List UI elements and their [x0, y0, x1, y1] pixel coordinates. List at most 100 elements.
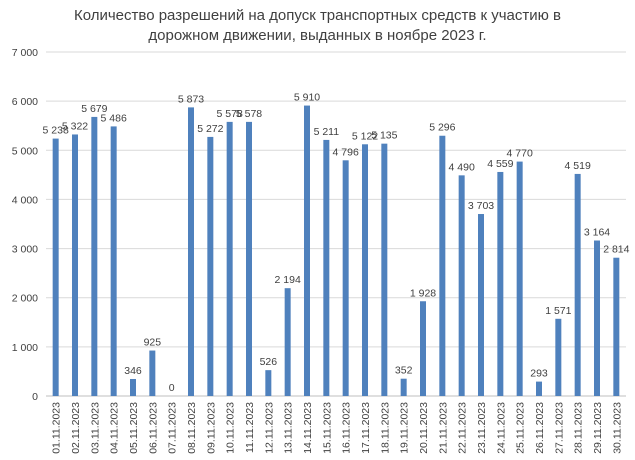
data-label: 1 928 [410, 287, 436, 299]
x-tick-label: 13.11.2023 [283, 402, 295, 454]
data-label: 4 559 [487, 158, 513, 170]
bar [188, 107, 194, 396]
data-label: 5 910 [294, 92, 320, 104]
y-tick-label: 4 000 [12, 194, 38, 206]
bar [400, 378, 407, 396]
data-label: 4 490 [449, 161, 475, 173]
x-tick-label: 26.11.2023 [534, 402, 546, 454]
x-tick-label: 16.11.2023 [341, 402, 353, 454]
x-tick-label: 08.11.2023 [186, 402, 198, 454]
bar [130, 378, 136, 396]
data-label: 526 [260, 356, 278, 368]
bar [91, 116, 98, 396]
x-tick-label: 24.11.2023 [495, 402, 507, 454]
bar [613, 257, 620, 396]
data-label: 293 [530, 368, 548, 380]
x-tick-label: 01.11.2023 [51, 402, 63, 454]
data-label: 5 238 [43, 125, 69, 137]
data-label: 5 578 [236, 108, 262, 120]
x-tick-label: 30.11.2023 [611, 402, 623, 454]
bar [284, 288, 291, 396]
data-label: 4 796 [333, 146, 359, 158]
data-label: 2 194 [275, 274, 301, 286]
x-tick-label: 11.11.2023 [244, 402, 256, 453]
bar [555, 318, 562, 396]
data-label: 5 135 [371, 130, 397, 142]
x-tick-label: 19.11.2023 [399, 402, 411, 454]
bar [207, 136, 214, 396]
bar [536, 381, 542, 396]
data-label: 5 679 [81, 103, 107, 115]
x-tick-label: 18.11.2023 [379, 402, 391, 454]
y-tick-label: 7 000 [12, 47, 38, 59]
x-tick-label: 23.11.2023 [476, 402, 488, 454]
data-label: 5 211 [314, 126, 340, 138]
data-label: 346 [124, 365, 142, 377]
bar [362, 144, 368, 396]
y-tick-label: 0 [32, 391, 38, 403]
x-tick-label: 17.11.2023 [360, 402, 372, 454]
x-tick-label: 14.11.2023 [302, 402, 314, 454]
chart-title: Количество разрешений на допуск транспор… [0, 6, 635, 46]
data-label: 0 [169, 382, 175, 394]
bar [226, 121, 233, 397]
x-tick-label: 15.11.2023 [321, 402, 333, 454]
bar [497, 171, 504, 396]
x-tick-label: 29.11.2023 [592, 402, 604, 454]
x-tick-label: 21.11.2023 [437, 402, 449, 454]
data-label: 5 578 [217, 108, 243, 120]
bar [458, 175, 465, 396]
data-label: 5 296 [429, 122, 455, 134]
x-tick-label: 25.11.2023 [515, 402, 527, 454]
bar [110, 126, 117, 396]
x-tick-label: 05.11.2023 [128, 402, 140, 454]
bar [420, 301, 426, 396]
data-label: 2 814 [603, 244, 629, 256]
bar [323, 139, 330, 396]
x-tick-label: 02.11.2023 [70, 402, 82, 454]
x-tick-label: 22.11.2023 [457, 402, 469, 454]
bar [265, 370, 272, 396]
data-label: 3 164 [584, 227, 610, 239]
bar [72, 134, 78, 396]
bar [594, 240, 600, 396]
y-tick-label: 1 000 [12, 342, 38, 354]
y-tick-label: 5 000 [12, 145, 38, 157]
chart-title-line-2: дорожном движении, выданных в ноябре 202… [148, 27, 487, 44]
data-label: 1 571 [545, 305, 571, 317]
data-label: 5 486 [101, 112, 127, 124]
bar [304, 105, 310, 397]
data-label: 352 [395, 365, 413, 377]
bar [52, 138, 59, 396]
x-tick-label: 04.11.2023 [109, 402, 121, 454]
bar [381, 143, 388, 396]
bar [342, 160, 349, 396]
bar [574, 173, 581, 396]
bar [246, 121, 252, 397]
data-label: 925 [144, 337, 162, 349]
x-tick-label: 07.11.2023 [167, 402, 179, 454]
y-tick-label: 2 000 [12, 293, 38, 305]
data-label: 5 122 [352, 130, 378, 142]
data-label: 3 703 [468, 200, 494, 212]
x-tick-label: 27.11.2023 [553, 402, 565, 454]
y-tick-label: 3 000 [12, 244, 38, 256]
bar [478, 214, 484, 396]
x-tick-label: 20.11.2023 [418, 402, 430, 454]
data-label: 5 272 [197, 123, 223, 135]
x-tick-label: 12.11.2023 [263, 402, 275, 454]
x-tick-label: 09.11.2023 [205, 402, 217, 454]
x-tick-label: 06.11.2023 [147, 402, 159, 454]
data-label: 5 322 [62, 120, 88, 132]
data-label: 4 519 [565, 160, 591, 172]
x-tick-label: 10.11.2023 [225, 402, 237, 454]
x-tick-label: 03.11.2023 [89, 402, 101, 454]
data-label: 4 770 [507, 148, 533, 160]
bar [149, 350, 156, 396]
bar [439, 135, 446, 396]
y-tick-label: 6 000 [12, 96, 38, 108]
data-label: 5 873 [178, 93, 204, 105]
chart-title-line-1: Количество разрешений на допуск транспор… [73, 7, 561, 24]
x-tick-label: 28.11.2023 [573, 402, 585, 454]
